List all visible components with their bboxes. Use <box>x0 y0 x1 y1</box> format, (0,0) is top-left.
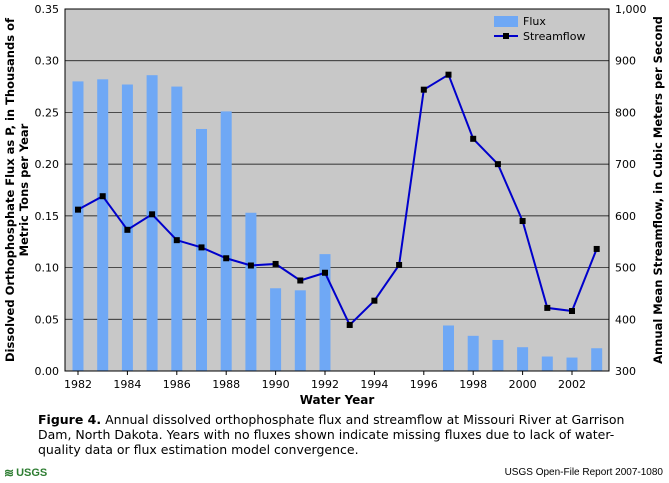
streamflow-polyline <box>77 73 598 327</box>
y-left-tick-label: 0.30 <box>35 55 60 68</box>
streamflow-marker <box>569 308 575 315</box>
flux-bar <box>541 356 553 371</box>
flux-bar <box>319 254 331 371</box>
flux-bar <box>294 290 306 371</box>
chart-figure: 0.00 300 0.05 400 0.10 500 0.15 600 0.20 700 0.25 8… <box>3 3 665 407</box>
x-tick-label: 1996 <box>410 378 438 391</box>
flux-bar <box>566 357 578 371</box>
streamflow-marker <box>124 226 131 233</box>
y-left-tick-label: 0.10 <box>35 262 60 275</box>
y-right-tick-label: 500 <box>615 262 636 275</box>
streamflow-marker <box>149 211 156 218</box>
x-axis-label: Water Year <box>300 393 375 407</box>
streamflow-marker <box>75 206 81 213</box>
axes <box>64 8 610 375</box>
streamflow-marker <box>420 86 427 93</box>
streamflow-marker <box>593 245 600 252</box>
streamflow-marker <box>247 262 254 269</box>
flux-bar <box>171 86 183 372</box>
flux-bar <box>146 75 158 372</box>
flux-bar <box>492 339 504 371</box>
plot-frame <box>64 8 610 372</box>
streamflow-marker <box>494 161 501 168</box>
y-right-tick-label: 900 <box>615 55 636 68</box>
x-tick-label: 1986 <box>163 378 191 391</box>
x-tick-label: 1992 <box>311 378 339 391</box>
y-right-tick-label: 700 <box>615 158 636 171</box>
usgs-logo-text: USGS <box>16 467 48 479</box>
streamflow-line <box>75 71 600 328</box>
y-left-tick-label: 0.05 <box>35 313 60 326</box>
y-left-tick-label: 0.20 <box>35 158 60 171</box>
streamflow-marker <box>445 71 452 78</box>
x-tick-label: 1984 <box>113 378 141 391</box>
y-left-tick-label: 0.35 <box>35 3 60 16</box>
streamflow-marker <box>371 297 378 304</box>
legend-flux-label: Flux <box>523 15 546 28</box>
streamflow-marker <box>272 260 279 267</box>
flux-bar <box>72 81 84 372</box>
flux-bar <box>591 348 603 371</box>
usgs-logo: ≋ USGS <box>4 466 47 480</box>
caption-text: Annual dissolved orthophosphate flux and… <box>38 412 625 457</box>
flux-bar <box>517 347 529 371</box>
x-tick-label: 1988 <box>212 378 240 391</box>
figure-caption: Figure 4. Annual dissolved orthophosphat… <box>38 412 638 457</box>
x-tick-label: 1982 <box>64 378 92 391</box>
tick-labels: 0.00 300 0.05 400 0.10 500 0.15 600 0.20 700 0.25 8… <box>35 3 647 391</box>
legend-streamflow-marker <box>503 33 509 39</box>
streamflow-marker <box>396 261 403 268</box>
y-right-tick-label: 800 <box>615 106 636 119</box>
y-right-tick-label: 1,000 <box>615 3 647 16</box>
y-right-tick-label: 400 <box>615 313 636 326</box>
y-right-tick-label: 300 <box>615 365 636 378</box>
legend-streamflow-label: Streamflow <box>523 30 585 43</box>
x-tick-label: 1994 <box>360 378 388 391</box>
legend: Flux Streamflow <box>494 15 585 43</box>
usgs-wave-icon: ≋ <box>4 466 14 480</box>
flux-bar <box>245 212 257 371</box>
streamflow-marker <box>519 218 526 225</box>
flux-bar <box>443 325 454 371</box>
x-tick-label: 1998 <box>459 378 487 391</box>
y-axis-right-label: Annual Mean Streamflow, in Cubic Meters … <box>651 16 665 364</box>
y-axis-left-label: Dissolved Orthophosphate Flux as P, in T… <box>3 17 31 362</box>
streamflow-marker <box>470 135 477 142</box>
flux-bar <box>97 79 109 372</box>
streamflow-marker <box>173 237 180 244</box>
y-left-tick-label: 0.00 <box>35 365 60 378</box>
caption-label: Figure 4. <box>38 412 102 427</box>
flux-bar <box>220 111 232 371</box>
streamflow-marker <box>346 321 353 328</box>
x-tick-label: 2000 <box>509 378 537 391</box>
x-tick-label: 1990 <box>262 378 290 391</box>
y-left-tick-label: 0.25 <box>35 106 60 119</box>
streamflow-marker <box>198 244 205 251</box>
streamflow-marker <box>99 193 106 200</box>
flux-bar <box>270 288 282 371</box>
streamflow-marker <box>297 277 304 284</box>
x-tick-label: 2002 <box>558 378 586 391</box>
flux-bar <box>467 335 479 371</box>
report-id: USGS Open-File Report 2007-1080 <box>504 467 663 478</box>
y-right-tick-label: 600 <box>615 210 636 223</box>
y-left-tick-label: 0.15 <box>35 210 60 223</box>
streamflow-marker <box>322 269 328 276</box>
streamflow-marker <box>544 304 551 311</box>
legend-flux-swatch <box>494 16 518 27</box>
streamflow-marker <box>223 255 230 262</box>
